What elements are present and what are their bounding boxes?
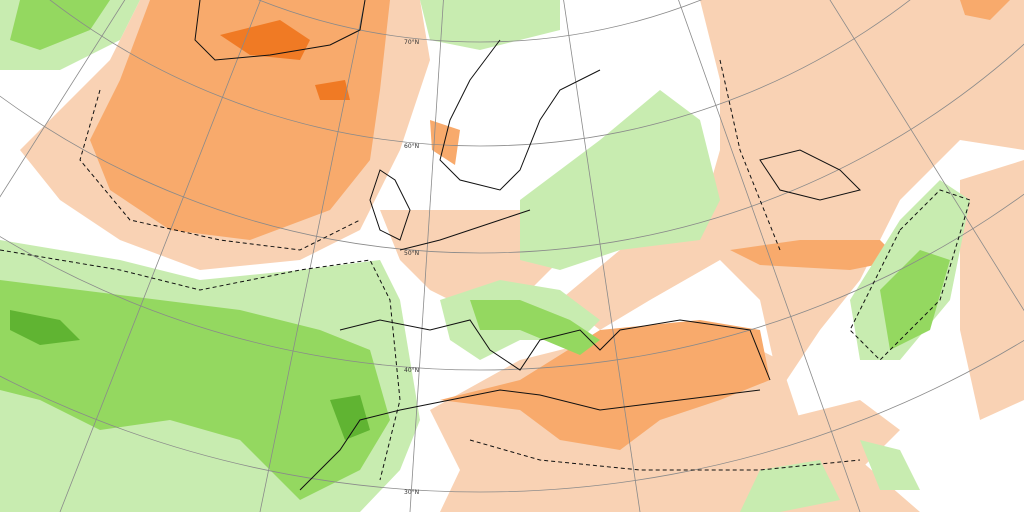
latitude-label: 70°N	[404, 39, 419, 46]
dark-green-areas	[10, 310, 370, 440]
green-areas	[0, 0, 950, 500]
latitude-label: 30°N	[404, 489, 419, 496]
latitude-label: 40°N	[404, 367, 419, 374]
latitude-label: 60°N	[404, 143, 419, 150]
latitude-label: 50°N	[404, 250, 419, 257]
coastlines	[194, 0, 861, 491]
contours	[0, 59, 971, 481]
orange-areas	[90, 0, 1010, 450]
dark-orange-areas	[220, 20, 350, 100]
